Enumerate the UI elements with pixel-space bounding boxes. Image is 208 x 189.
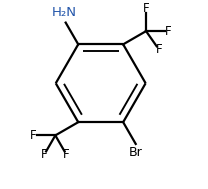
Text: F: F [30, 129, 36, 142]
Text: F: F [41, 148, 48, 161]
Text: Br: Br [129, 146, 143, 159]
Text: F: F [155, 43, 162, 56]
Text: H₂N: H₂N [52, 6, 77, 19]
Text: F: F [143, 2, 149, 15]
Text: F: F [63, 148, 70, 161]
Text: F: F [165, 25, 172, 38]
